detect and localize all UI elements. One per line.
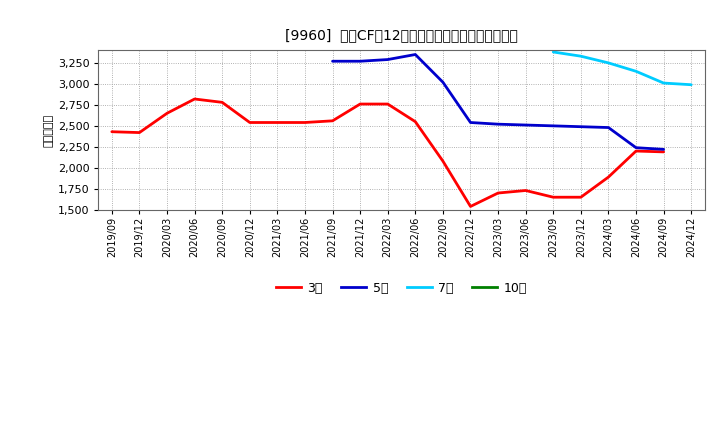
5年 bbox=[494, 121, 503, 127]
3年 bbox=[246, 120, 254, 125]
3年 bbox=[328, 118, 337, 124]
3年 bbox=[273, 120, 282, 125]
5年 bbox=[411, 52, 420, 57]
5年 bbox=[631, 145, 640, 150]
3年 bbox=[190, 96, 199, 102]
5年 bbox=[604, 125, 613, 130]
7年 bbox=[549, 49, 557, 55]
3年 bbox=[549, 194, 557, 200]
3年 bbox=[301, 120, 310, 125]
7年 bbox=[604, 60, 613, 66]
Line: 3年: 3年 bbox=[112, 99, 664, 206]
5年 bbox=[384, 57, 392, 62]
3年 bbox=[384, 101, 392, 106]
5年 bbox=[356, 59, 364, 64]
Line: 7年: 7年 bbox=[553, 52, 691, 85]
3年 bbox=[107, 129, 116, 134]
3年 bbox=[466, 204, 474, 209]
Line: 5年: 5年 bbox=[333, 55, 664, 149]
3年 bbox=[356, 101, 364, 106]
7年 bbox=[631, 69, 640, 74]
3年 bbox=[411, 119, 420, 125]
3年 bbox=[660, 149, 668, 154]
5年 bbox=[328, 59, 337, 64]
5年 bbox=[660, 147, 668, 152]
3年 bbox=[163, 110, 171, 116]
5年 bbox=[577, 124, 585, 129]
5年 bbox=[549, 123, 557, 128]
Title: [9960]  営業CFの12か月移動合計の標準偏差の推移: [9960] 営業CFの12か月移動合計の標準偏差の推移 bbox=[285, 28, 518, 42]
7年 bbox=[687, 82, 696, 88]
3年 bbox=[631, 148, 640, 154]
7年 bbox=[577, 54, 585, 59]
3年 bbox=[494, 191, 503, 196]
3年 bbox=[521, 188, 530, 193]
Legend: 3年, 5年, 7年, 10年: 3年, 5年, 7年, 10年 bbox=[271, 277, 532, 300]
3年 bbox=[604, 174, 613, 180]
5年 bbox=[466, 120, 474, 125]
3年 bbox=[438, 158, 447, 164]
3年 bbox=[577, 194, 585, 200]
3年 bbox=[135, 130, 144, 135]
5年 bbox=[521, 122, 530, 128]
Y-axis label: （百万円）: （百万円） bbox=[44, 114, 54, 147]
3年 bbox=[218, 100, 227, 105]
5年 bbox=[438, 80, 447, 85]
7年 bbox=[660, 81, 668, 86]
